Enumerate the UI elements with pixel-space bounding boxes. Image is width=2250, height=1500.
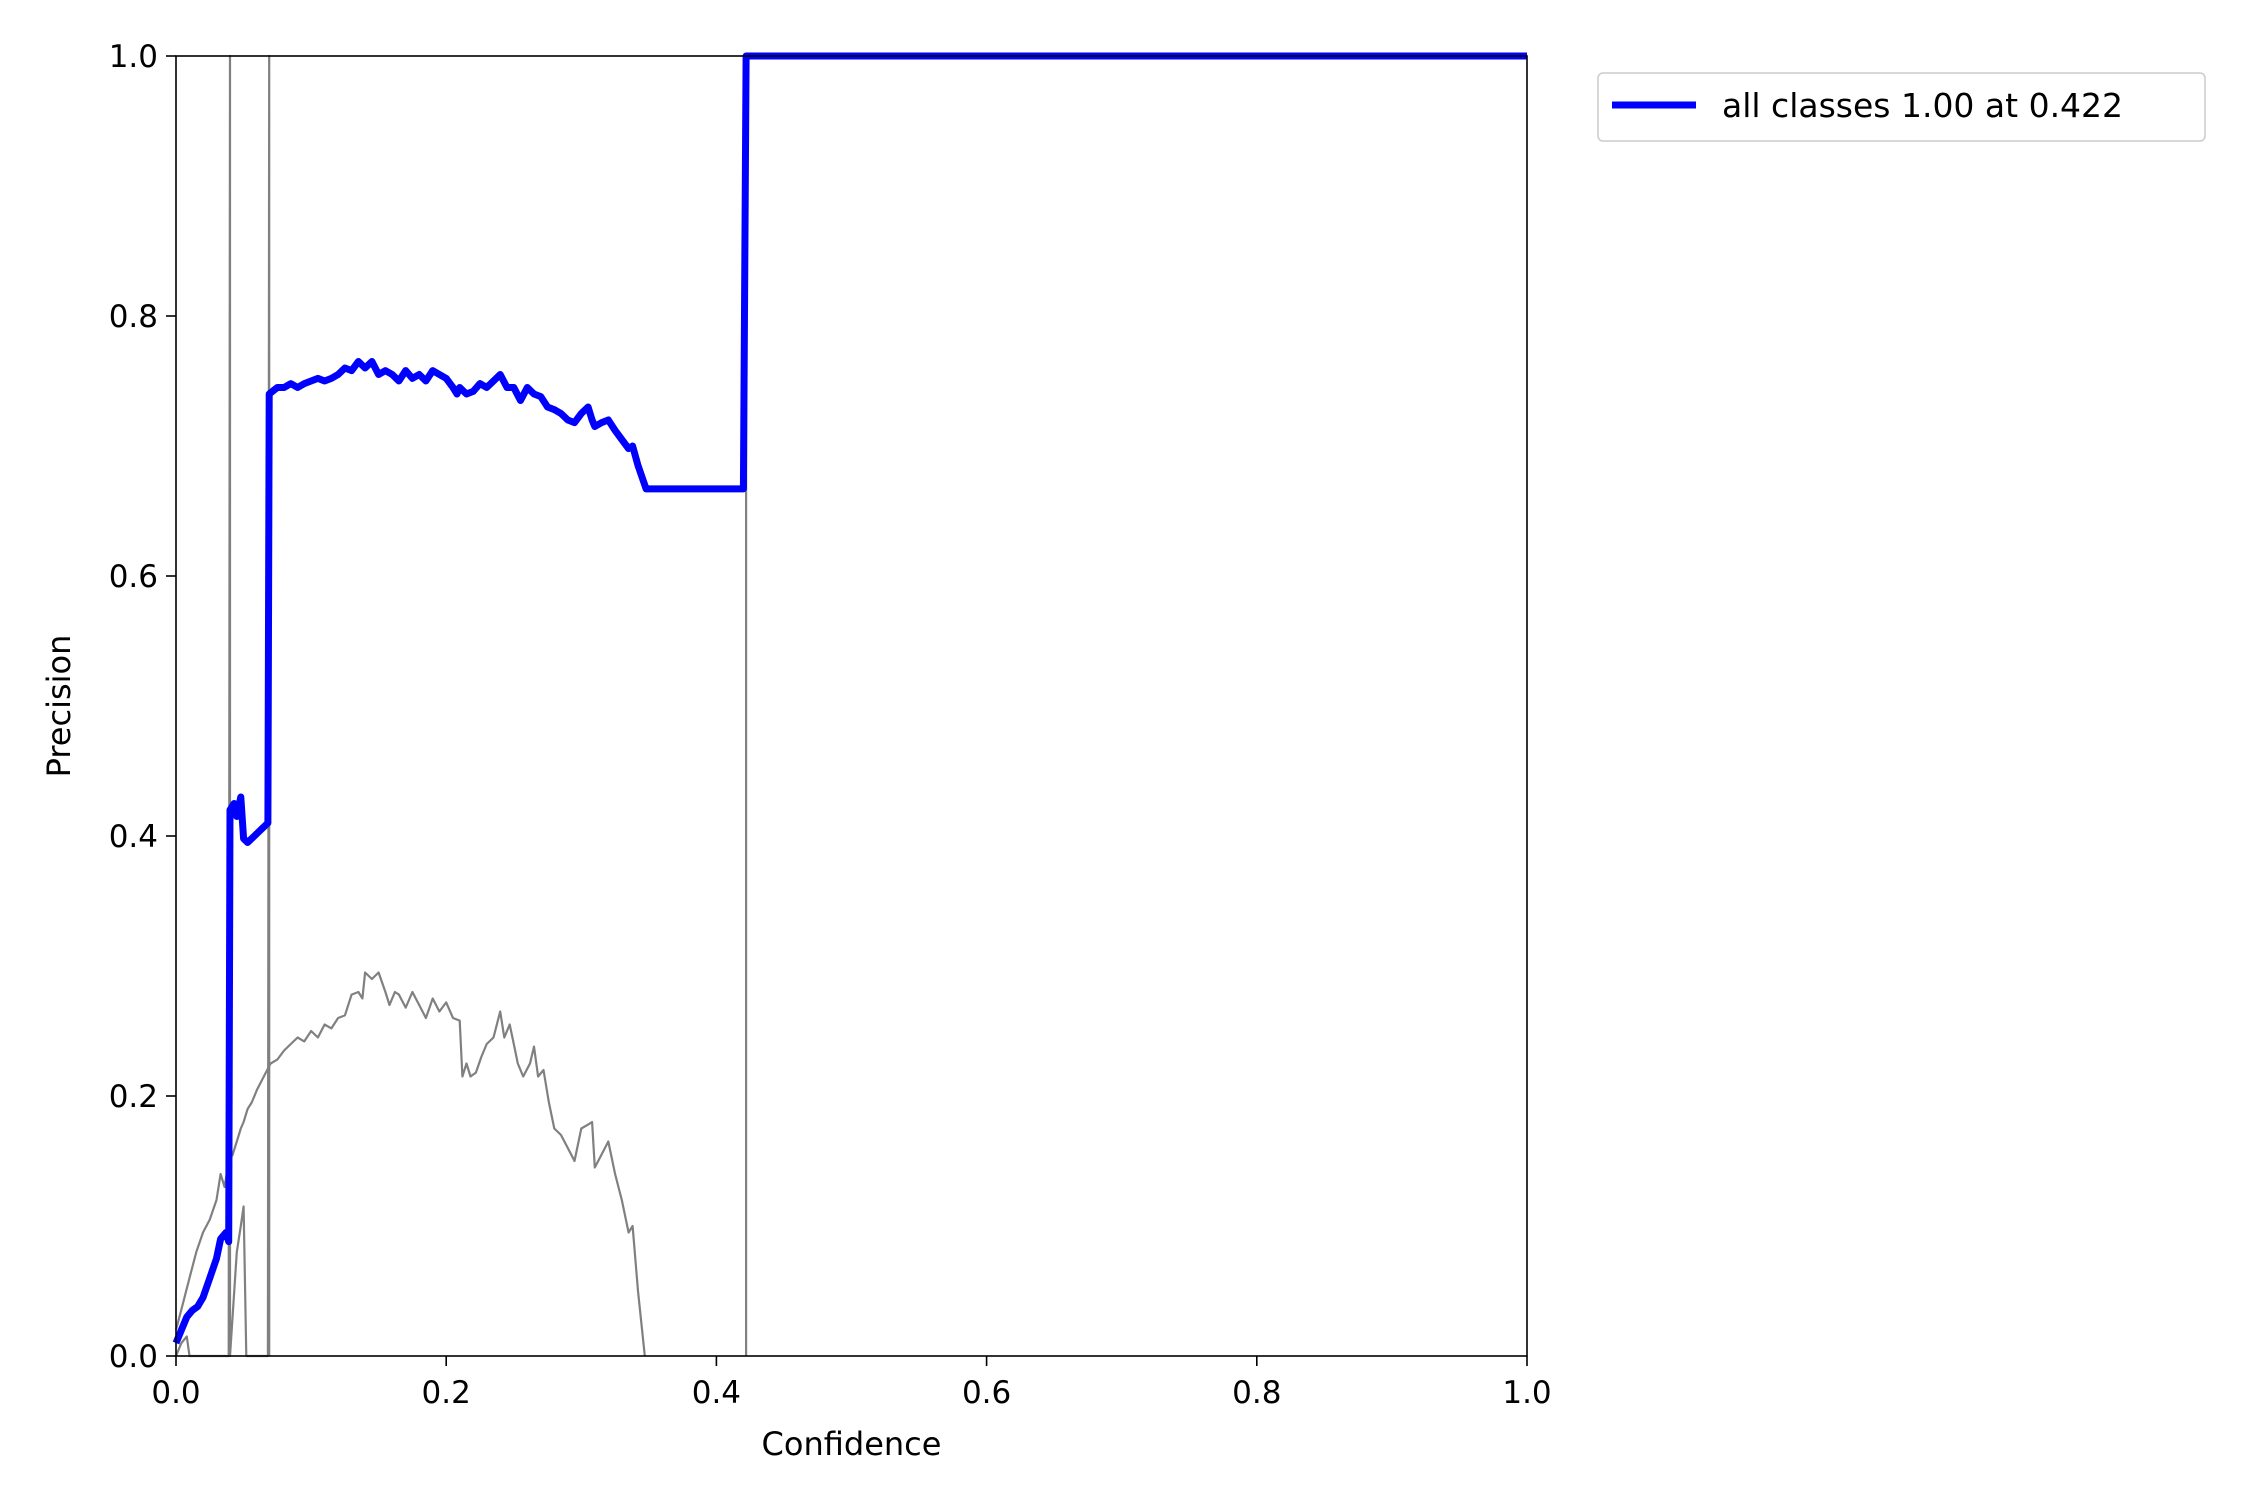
x-tick-label: 0.2 (422, 1375, 471, 1411)
x-tick-label: 0.0 (151, 1375, 200, 1411)
y-tick-label: 0.4 (109, 819, 158, 855)
series-line-class-1 (174, 971, 646, 1357)
y-axis-ticks: 0.0 0.2 0.4 0.6 0.8 1.0 (109, 39, 176, 1375)
series-line-all-classes (172, 52, 1527, 1345)
y-tick-label: 0.2 (109, 1079, 158, 1115)
y-axis-label: Precision (40, 635, 78, 778)
x-tick-label: 1.0 (1502, 1375, 1551, 1411)
legend-entry-label: all classes 1.00 at 0.422 (1722, 86, 2123, 125)
x-tick-label: 0.4 (692, 1375, 741, 1411)
legend: all classes 1.00 at 0.422 (1597, 72, 2206, 142)
series-line-class-2 (174, 54, 271, 1358)
y-tick-label: 0.8 (109, 299, 158, 335)
x-axis-label: Confidence (762, 1425, 942, 1463)
y-tick-label: 0.6 (109, 559, 158, 595)
x-axis-ticks: 0.0 0.2 0.4 0.6 0.8 1.0 (151, 1356, 1552, 1411)
plot-frame (175, 55, 1528, 1357)
x-tick-label: 0.6 (962, 1375, 1011, 1411)
y-tick-label: 0.0 (109, 1339, 158, 1375)
y-tick-label: 1.0 (109, 39, 158, 75)
x-tick-label: 0.8 (1232, 1375, 1281, 1411)
legend-box (1597, 72, 2206, 142)
series-layer (172, 52, 1527, 1358)
